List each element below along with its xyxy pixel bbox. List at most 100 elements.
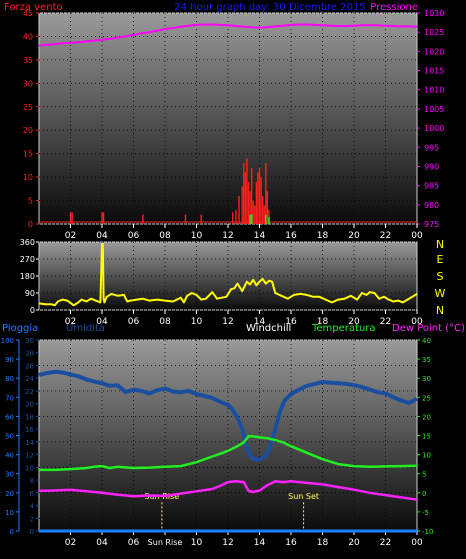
y-tick-label: 15 xyxy=(23,150,33,159)
x-tick-label: 12 xyxy=(222,231,233,241)
x-tick-label: 10 xyxy=(191,317,203,327)
y-tick-label: 90 xyxy=(5,356,14,364)
y-tick-label: 40 xyxy=(5,452,14,460)
y-tick-label: 16 xyxy=(25,426,34,434)
y-tick-label-right: 5 xyxy=(422,471,426,479)
y-tick-label-right: 975 xyxy=(424,220,439,229)
y-tick-label: 28 xyxy=(25,350,34,358)
x-tick-label: 08 xyxy=(159,317,171,327)
x-tick-label: 10 xyxy=(191,538,203,548)
y-tick-label-right: 35 xyxy=(422,356,431,364)
x-tick-label: 06 xyxy=(128,317,140,327)
y-tick-label: 26 xyxy=(25,362,34,370)
x-tick-label: 02 xyxy=(65,317,76,327)
y-tick-label-right: 20 xyxy=(422,413,431,421)
y-tick-label: 45 xyxy=(23,9,33,18)
y-tick-label: 90 xyxy=(25,289,35,298)
y-tick-label: 60 xyxy=(5,413,14,421)
y-tick-label: 80 xyxy=(5,375,14,383)
y-tick-label: 0 xyxy=(28,220,33,229)
x-tick-label: 20 xyxy=(348,231,360,241)
y-tick-label-right: 25 xyxy=(422,394,431,402)
y-tick-label: 30 xyxy=(5,471,14,479)
y-tick-label-right: -5 xyxy=(422,509,429,517)
x-tick-label: 04 xyxy=(96,231,108,241)
series-line-umidita xyxy=(38,369,418,462)
left-axis-title: Forza vento xyxy=(4,2,63,13)
series-line-pressione xyxy=(38,23,418,47)
direction-label: S xyxy=(437,270,444,283)
x-tick-label: 20 xyxy=(348,538,360,548)
y-tick-label-right: 15 xyxy=(422,433,431,441)
x-tick-label: 18 xyxy=(317,317,329,327)
x-tick-label: 16 xyxy=(285,538,297,548)
y-tick-label-right: -10 xyxy=(422,528,433,536)
x-tick-label: 06 xyxy=(128,538,140,548)
y-tick-label: 40 xyxy=(23,32,33,41)
y-tick-label-right: 1015 xyxy=(424,67,444,76)
x-tick-label: 20 xyxy=(348,317,360,327)
legend-label: Umidità xyxy=(66,322,105,334)
y-tick-label: 14 xyxy=(25,439,34,447)
x-tick-label: 02 xyxy=(65,231,76,241)
x-tick-label: 14 xyxy=(254,317,266,327)
x-tick-label: 04 xyxy=(96,317,108,327)
y-tick-label: 25 xyxy=(23,103,33,112)
x-tick-label: 02 xyxy=(65,538,76,548)
x-tick-label: 08 xyxy=(159,231,171,241)
y-tick-label: 100 xyxy=(1,337,14,345)
sun-annotation: Sun Set xyxy=(288,492,319,501)
x-tick-label: 14 xyxy=(254,231,266,241)
y-tick-label-right: 10 xyxy=(422,452,431,460)
x-tick-label: 18 xyxy=(317,231,329,241)
y-tick-label-right: 985 xyxy=(424,182,439,191)
series-line-temperatura xyxy=(39,435,418,472)
y-tick-label: 35 xyxy=(23,56,33,65)
legend-label: Windchill xyxy=(246,323,291,334)
y-tick-label: 0 xyxy=(30,306,35,315)
legend-label: Pioggia xyxy=(2,323,38,334)
chart-title: 24 hour graph day: 30 Dicembre 2015 xyxy=(174,2,365,13)
y-tick-label: 6 xyxy=(30,490,35,498)
y-tick-label: 30 xyxy=(25,337,34,345)
x-tick-label: 10 xyxy=(191,231,203,241)
x-tick-label: 14 xyxy=(254,538,266,548)
x-tick-label: 12 xyxy=(222,317,233,327)
y-tick-label: 180 xyxy=(20,272,35,281)
x-tick-label: 00 xyxy=(411,231,423,241)
y-tick-label: 24 xyxy=(25,375,34,383)
right-axis-title: Pressione xyxy=(370,2,418,13)
y-tick-label-right: 1000 xyxy=(424,124,444,133)
legend-label: Temperatura xyxy=(311,323,376,334)
x-tick-label: 12 xyxy=(222,538,233,548)
y-tick-label: 18 xyxy=(25,413,34,421)
legend-label: Dew Point (°C) xyxy=(392,323,465,334)
x-tick-label: Sun Rise xyxy=(148,538,183,547)
x-tick-label: 18 xyxy=(317,538,329,548)
x-tick-label: 00 xyxy=(411,317,423,327)
y-tick-label: 50 xyxy=(5,433,14,441)
x-tick-label: 22 xyxy=(380,538,391,548)
y-tick-label: 0 xyxy=(30,528,34,536)
y-tick-label: 30 xyxy=(23,79,33,88)
y-tick-label: 12 xyxy=(25,452,34,460)
y-tick-label: 10 xyxy=(5,509,14,517)
y-tick-label: 2 xyxy=(30,515,34,523)
y-tick-label: 5 xyxy=(28,197,33,206)
y-tick-label: 22 xyxy=(25,388,34,396)
y-tick-label-right: 40 xyxy=(422,337,431,345)
y-tick-label-right: 1010 xyxy=(424,86,444,95)
direction-label: N xyxy=(436,304,444,317)
y-tick-label-right: 995 xyxy=(424,143,439,152)
direction-label: E xyxy=(437,253,444,266)
x-tick-label: 04 xyxy=(96,538,108,548)
x-tick-label: 22 xyxy=(380,317,391,327)
y-tick-label: 20 xyxy=(25,401,34,409)
y-tick-label: 8 xyxy=(30,477,34,485)
y-tick-label-right: 1030 xyxy=(424,9,444,18)
y-tick-label: 360 xyxy=(20,238,35,247)
x-tick-label: 16 xyxy=(285,231,297,241)
y-tick-label: 20 xyxy=(5,490,14,498)
series-line-dewpoint xyxy=(38,480,418,501)
